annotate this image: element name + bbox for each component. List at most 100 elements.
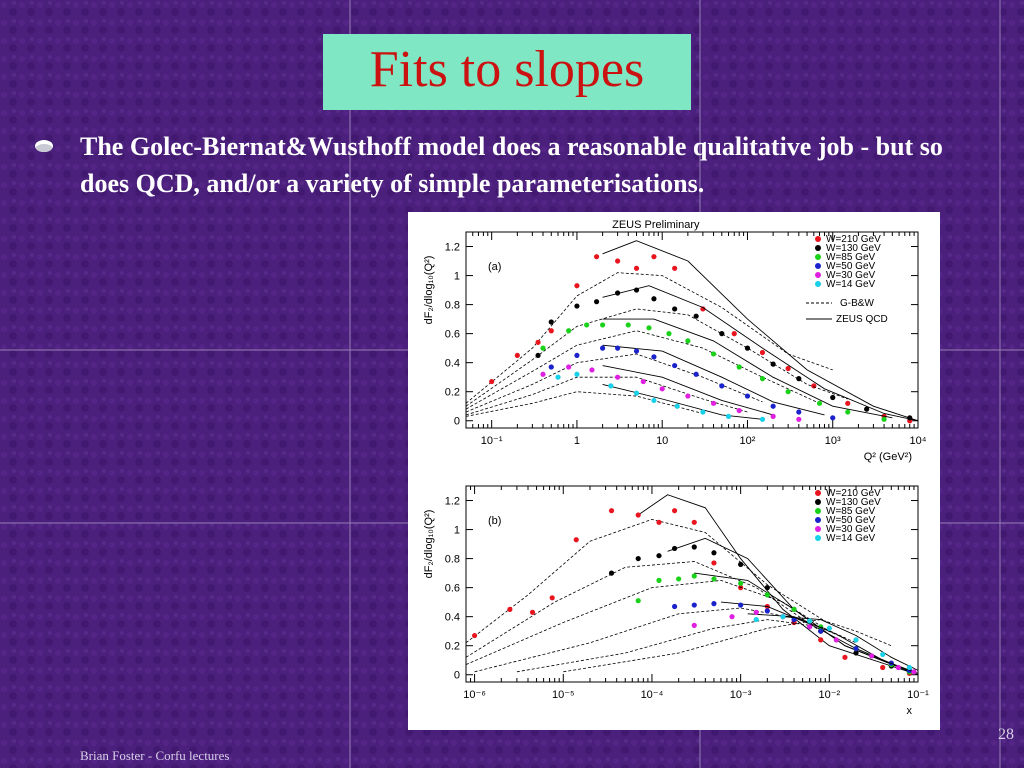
x-tick-label: 10⁻²: [818, 689, 840, 701]
data-point: [646, 325, 652, 331]
data-point: [672, 265, 678, 271]
data-point: [759, 416, 766, 422]
data-point: [672, 362, 678, 369]
figure-panel: ZEUS Preliminary (a) 0 0.2 0.4 0.6 0.8 1 1.2 10⁻¹…: [408, 212, 940, 730]
legend-marker: [815, 254, 821, 260]
data-point: [633, 287, 640, 293]
legend-label: W=14 GeV: [826, 279, 876, 290]
data-point: [736, 407, 742, 414]
data-point: [691, 622, 697, 628]
data-point: [573, 537, 579, 543]
plot-frame: [465, 231, 919, 429]
qcd-curve: [602, 285, 918, 422]
data-point: [895, 664, 901, 671]
data-point: [791, 606, 797, 613]
data-point: [535, 352, 541, 359]
y-tick-label: 1.2: [445, 242, 460, 254]
qcd-curve: [637, 494, 918, 676]
data-point: [548, 364, 554, 370]
data-point: [659, 386, 665, 392]
data-point: [719, 383, 725, 389]
data-point: [796, 376, 802, 382]
legend-label: W=130 GeV: [826, 243, 881, 254]
qcd-curve: [602, 365, 774, 416]
data-point: [731, 331, 737, 337]
chart-panel-a: ZEUS Preliminary (a) 0 0.2 0.4 0.6 0.8 1 1.2 10⁻¹…: [423, 219, 927, 463]
y-tick-label: 0.8: [445, 554, 460, 566]
data-point: [853, 646, 859, 652]
page-title: Fits to slopes: [369, 41, 645, 98]
data-point: [826, 625, 832, 631]
x-tick-label: 10⁻⁴: [641, 689, 664, 701]
panel-label: (a): [488, 261, 501, 273]
data-point: [700, 306, 706, 312]
legend-label: W=85 GeV: [826, 252, 876, 263]
data-point: [615, 290, 621, 296]
data-point: [738, 602, 744, 608]
data-point: [869, 653, 875, 659]
bullet-icon: [35, 140, 53, 152]
data-point: [651, 296, 657, 302]
data-point: [656, 577, 662, 583]
legend-marker: [815, 272, 821, 278]
data-point: [729, 614, 735, 620]
title-box: Fits to slopes: [323, 34, 691, 110]
data-point: [791, 616, 797, 623]
data-point: [830, 415, 836, 421]
data-point: [770, 413, 776, 419]
gbw-curve: [466, 272, 833, 404]
y-tick-label: 0.2: [445, 641, 460, 653]
gbw-curve: [466, 391, 704, 417]
zeus-figure: ZEUS Preliminary (a) 0 0.2 0.4 0.6 0.8 1 1.2 10⁻¹…: [423, 219, 929, 717]
y-tick-label: 0.6: [445, 583, 460, 595]
legend-label: W=50 GeV: [826, 261, 876, 272]
data-point: [818, 628, 824, 634]
data-point: [600, 345, 606, 351]
data-point: [549, 595, 555, 601]
data-point: [845, 400, 851, 406]
qcd-curve: [602, 344, 825, 416]
qcd-curve: [747, 613, 918, 674]
data-point: [725, 413, 732, 419]
x-tick-label: 1: [574, 435, 580, 447]
footer-text: Brian Foster - Corfu lectures: [80, 748, 230, 763]
data-point: [796, 416, 802, 422]
data-point: [693, 371, 699, 377]
y-axis-label: dF₂/dlog₁₀(Q²): [423, 510, 435, 579]
data-point: [881, 416, 887, 422]
page-number: 28: [998, 726, 1014, 743]
x-tick-label: 10⁻¹: [481, 435, 503, 447]
data-point: [566, 328, 572, 334]
y-tick-label: 1: [454, 271, 460, 283]
y-tick-label: 0: [454, 416, 460, 428]
y-tick-label: 0.8: [445, 300, 460, 312]
gbw-curve: [516, 619, 857, 673]
data-point: [566, 364, 572, 370]
data-point: [608, 383, 614, 389]
x-tick-label: 10³: [825, 435, 841, 447]
data-point: [738, 580, 744, 586]
legend-marker: [815, 281, 821, 287]
data-point: [535, 339, 541, 345]
data-point: [671, 603, 678, 610]
data-point: [880, 651, 886, 658]
data-point: [529, 609, 536, 615]
chart-header: ZEUS Preliminary: [612, 219, 700, 231]
data-point: [615, 258, 621, 264]
legend-label: W=210 GeV: [826, 488, 881, 499]
data-point: [753, 616, 759, 623]
legend-marker: [815, 526, 821, 532]
data-point: [471, 632, 478, 639]
data-point: [853, 650, 859, 656]
gbw-curve: [466, 518, 830, 644]
chart-panel-b: (b) 0 0.2 0.4 0.6 0.8 1 1.2 10⁻⁶ 10⁻⁵ 10⁻⁴ 10⁻³ 10⁻²…: [423, 485, 929, 717]
data-point: [574, 303, 580, 309]
data-point: [711, 576, 717, 582]
data-point: [489, 378, 495, 385]
x-axis-label: Q² (GeV²): [864, 451, 912, 463]
data-point: [853, 637, 859, 643]
data-point: [548, 319, 554, 325]
qcd-curve: [782, 616, 918, 671]
legend-label: W=210 GeV: [826, 234, 881, 245]
data-point: [633, 348, 640, 354]
